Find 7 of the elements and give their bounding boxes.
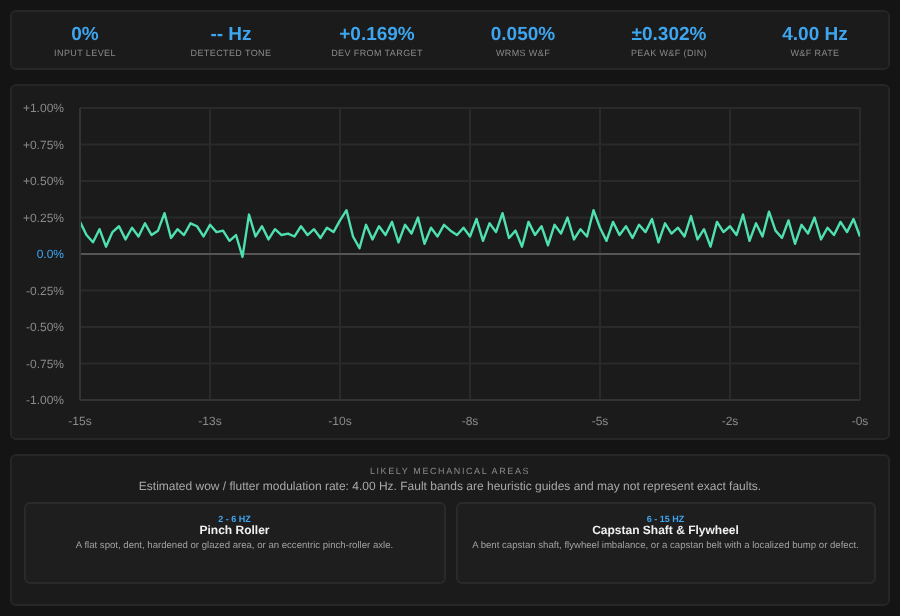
text: 4.00 Hz	[780, 24, 850, 46]
line-series	[80, 209, 860, 259]
text: 0.050%	[488, 24, 558, 46]
text: -- Hz	[208, 24, 254, 46]
text: ±0.302%	[629, 24, 709, 46]
text: +0.169%	[337, 24, 417, 46]
text: 0%	[69, 24, 101, 46]
